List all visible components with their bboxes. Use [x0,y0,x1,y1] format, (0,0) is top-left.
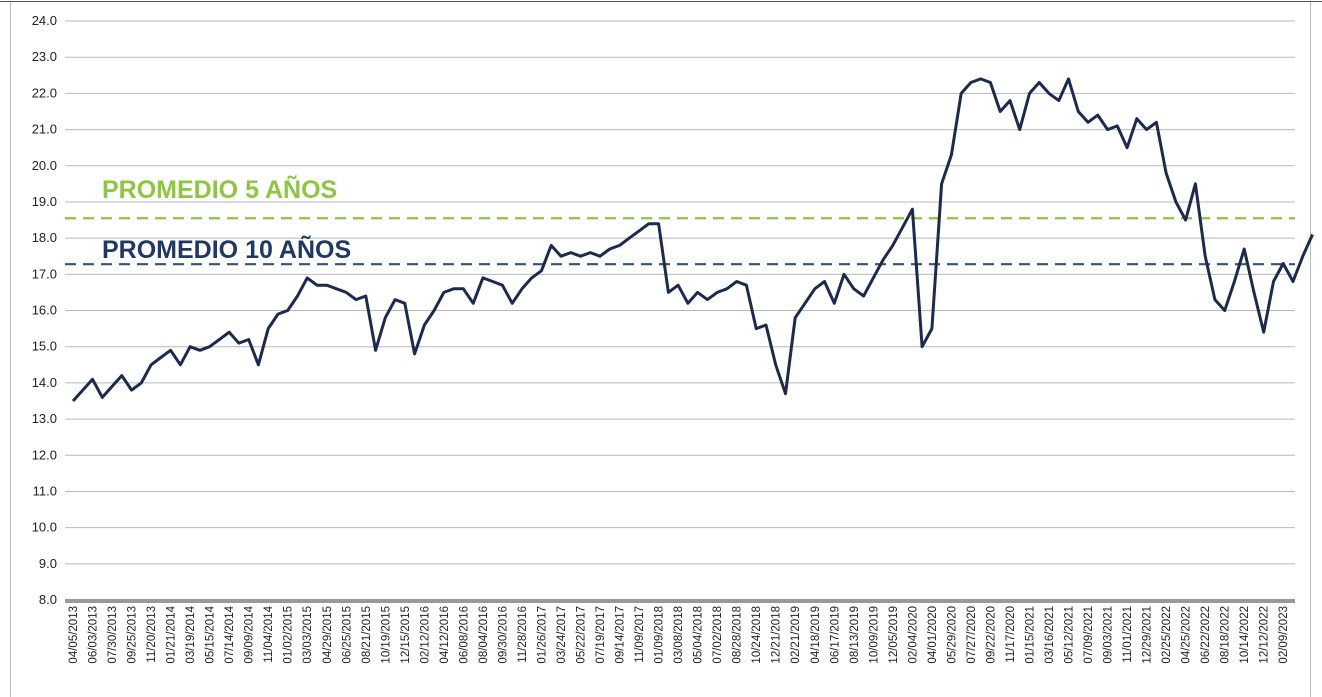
y-tick-label: 20.0 [32,158,57,173]
reference-label: PROMEDIO 10 AÑOS [102,234,351,264]
x-tick-label: 02/04/2020 [907,606,919,664]
x-tick-label: 03/24/2017 [556,606,568,664]
x-tick-label: 10/14/2022 [1239,606,1251,664]
x-tick-label: 06/22/2022 [1200,606,1212,664]
x-tick-label: 01/15/2021 [1024,606,1036,664]
y-tick-label: 23.0 [32,49,57,64]
y-tick-label: 10.0 [32,520,57,535]
y-tick-label: 11.0 [33,483,57,498]
x-tick-label: 10/24/2018 [751,606,763,664]
x-tick-label: 12/05/2019 [888,606,900,664]
y-tick-label: 16.0 [32,303,57,318]
y-tick-label: 24.0 [32,13,57,28]
x-tick-label: 01/09/2018 [654,606,666,664]
x-tick-label: 04/05/2013 [68,606,80,664]
x-tick-label: 11/17/2020 [1005,606,1017,663]
x-tick-label: 06/08/2016 [458,606,470,664]
x-tick-label: 09/03/2021 [1103,606,1115,664]
x-tick-label: 01/26/2017 [536,606,548,664]
x-tick-label: 01/21/2014 [166,605,178,663]
y-tick-label: 15.0 [32,339,57,354]
y-tick-label: 13.0 [32,411,57,426]
x-tick-label: 05/29/2020 [946,606,958,664]
x-tick-label: 02/25/2022 [1161,606,1173,664]
x-tick-label: 09/25/2013 [127,606,139,664]
x-tick-label: 01/02/2015 [283,606,295,664]
x-tick-label: 12/29/2021 [1142,606,1154,664]
x-tick-label: 06/03/2013 [88,606,100,664]
x-tick-label: 03/08/2018 [673,606,685,664]
x-tick-label: 05/12/2021 [1064,606,1076,664]
x-tick-label: 03/19/2014 [185,605,197,663]
x-tick-label: 05/15/2014 [205,605,217,663]
x-tick-label: 03/03/2015 [302,606,314,664]
y-tick-label: 8.0 [39,592,57,607]
y-tick-label: 21.0 [32,122,57,137]
x-tick-label: 10/09/2019 [868,606,880,664]
x-tick-label: 12/15/2015 [400,606,412,664]
x-tick-label: 05/04/2018 [693,606,705,664]
x-tick-label: 03/16/2021 [1044,606,1056,664]
x-tick-label: 12/12/2022 [1259,606,1271,664]
y-tick-label: 12.0 [32,447,57,462]
x-tick-label: 08/21/2015 [361,606,373,664]
x-tick-label: 04/01/2020 [927,606,939,664]
x-tick-label: 11/09/2017 [634,606,646,663]
y-tick-label: 19.0 [32,194,57,209]
x-tick-label: 08/18/2022 [1220,606,1232,664]
x-tick-label: 08/04/2016 [478,606,490,664]
reference-label: PROMEDIO 5 AÑOS [102,174,337,204]
x-tick-label: 06/17/2019 [829,606,841,664]
x-tick-label: 11/20/2013 [146,606,158,663]
x-tick-label: 08/28/2018 [732,606,744,664]
x-tick-label: 09/14/2017 [615,606,627,664]
y-tick-label: 17.0 [32,266,57,281]
series-line [71,77,1314,403]
x-tick-label: 12/21/2018 [771,606,783,664]
x-tick-label: 07/30/2013 [107,606,119,664]
x-tick-label: 07/27/2020 [966,606,978,664]
x-tick-label: 06/25/2015 [341,606,353,664]
x-tick-label: 08/13/2019 [849,606,861,664]
x-tick-label: 11/04/2014 [263,605,275,662]
y-tick-label: 22.0 [32,85,57,100]
x-tick-label: 05/22/2017 [576,606,588,664]
x-tick-label: 04/12/2016 [439,606,451,664]
x-tick-label: 07/19/2017 [595,606,607,664]
x-tick-label: 04/29/2015 [322,606,334,664]
x-tick-label: 07/14/2014 [224,605,236,663]
x-tick-label: 09/30/2016 [497,606,509,664]
y-tick-label: 14.0 [32,375,57,390]
x-tick-label: 04/18/2019 [810,606,822,664]
x-tick-label: 07/02/2018 [712,606,724,664]
x-tick-label: 11/01/2021 [1122,606,1134,663]
x-tick-label: 10/19/2015 [380,606,392,664]
x-tick-label: 02/12/2016 [419,606,431,664]
y-tick-label: 9.0 [39,556,57,571]
x-tick-label: 04/25/2022 [1181,606,1193,664]
x-tick-label: 11/28/2016 [517,606,529,663]
x-tick-label: 09/09/2014 [244,605,256,663]
y-tick-label: 18.0 [32,230,57,245]
x-tick-label: 09/22/2020 [985,606,997,664]
x-tick-label: 02/09/2023 [1278,606,1290,664]
x-tick-label: 07/09/2021 [1083,606,1095,664]
x-tick-label: 02/21/2019 [790,606,802,664]
